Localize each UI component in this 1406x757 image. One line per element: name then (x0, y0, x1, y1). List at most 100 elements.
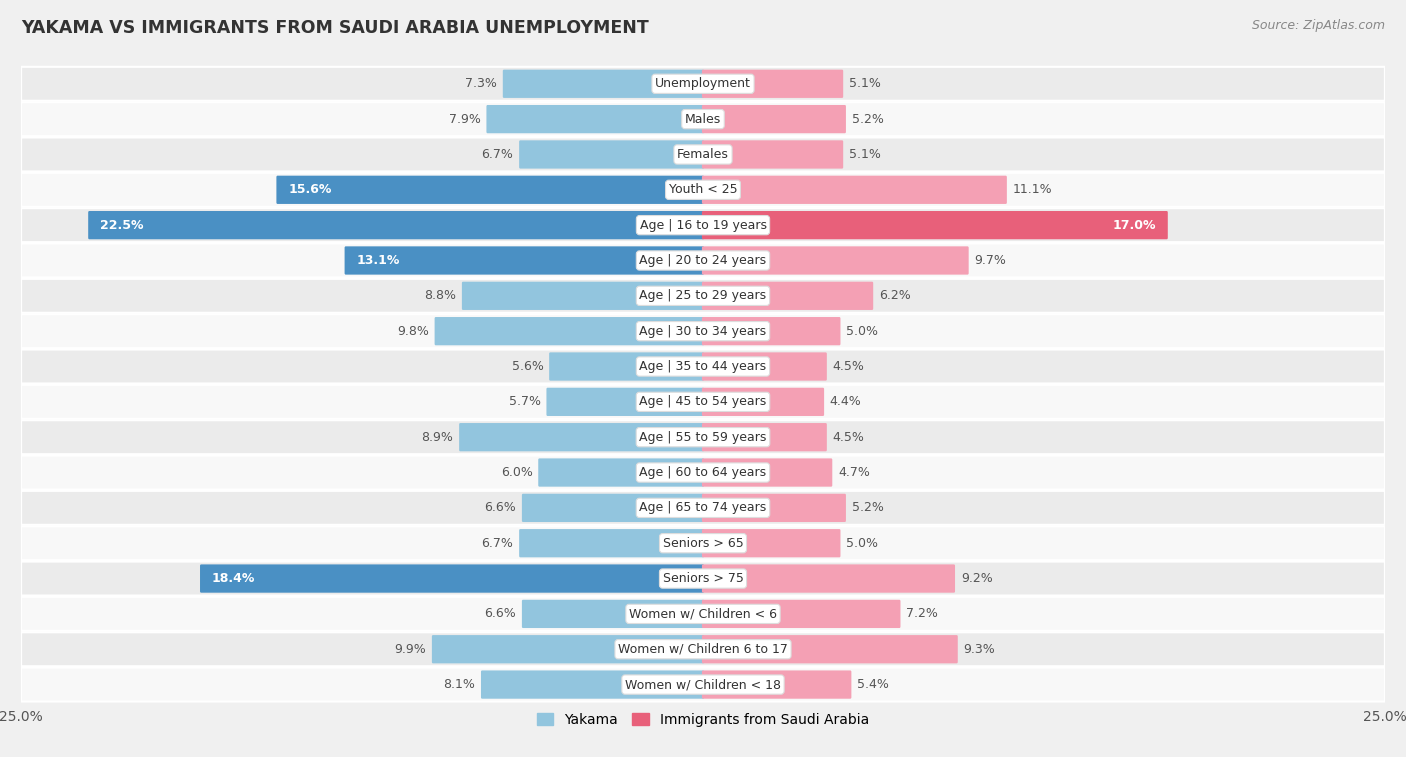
FancyBboxPatch shape (89, 211, 704, 239)
FancyBboxPatch shape (702, 282, 873, 310)
Text: 4.4%: 4.4% (830, 395, 862, 408)
FancyBboxPatch shape (702, 494, 846, 522)
Text: Females: Females (678, 148, 728, 161)
FancyBboxPatch shape (21, 668, 1385, 702)
FancyBboxPatch shape (21, 562, 1385, 596)
FancyBboxPatch shape (21, 385, 1385, 419)
FancyBboxPatch shape (702, 176, 1007, 204)
Text: Age | 35 to 44 years: Age | 35 to 44 years (640, 360, 766, 373)
Text: 5.4%: 5.4% (858, 678, 889, 691)
FancyBboxPatch shape (702, 565, 955, 593)
FancyBboxPatch shape (21, 420, 1385, 454)
Text: 5.1%: 5.1% (849, 77, 880, 90)
Text: 6.2%: 6.2% (879, 289, 911, 302)
FancyBboxPatch shape (547, 388, 704, 416)
FancyBboxPatch shape (21, 102, 1385, 136)
FancyBboxPatch shape (21, 244, 1385, 278)
Text: Seniors > 75: Seniors > 75 (662, 572, 744, 585)
Text: Age | 25 to 29 years: Age | 25 to 29 years (640, 289, 766, 302)
FancyBboxPatch shape (522, 494, 704, 522)
Text: Age | 55 to 59 years: Age | 55 to 59 years (640, 431, 766, 444)
Text: Youth < 25: Youth < 25 (669, 183, 737, 196)
FancyBboxPatch shape (21, 526, 1385, 560)
Text: 6.0%: 6.0% (501, 466, 533, 479)
FancyBboxPatch shape (550, 352, 704, 381)
Text: Seniors > 65: Seniors > 65 (662, 537, 744, 550)
Text: Women w/ Children < 18: Women w/ Children < 18 (626, 678, 780, 691)
FancyBboxPatch shape (702, 70, 844, 98)
Text: 7.2%: 7.2% (907, 607, 938, 621)
FancyBboxPatch shape (21, 491, 1385, 525)
FancyBboxPatch shape (21, 138, 1385, 171)
FancyBboxPatch shape (481, 671, 704, 699)
FancyBboxPatch shape (200, 565, 704, 593)
Text: 18.4%: 18.4% (212, 572, 256, 585)
Text: 5.0%: 5.0% (846, 325, 879, 338)
FancyBboxPatch shape (702, 317, 841, 345)
Text: 5.2%: 5.2% (852, 501, 883, 514)
FancyBboxPatch shape (702, 211, 1168, 239)
FancyBboxPatch shape (702, 352, 827, 381)
FancyBboxPatch shape (21, 67, 1385, 101)
Text: Source: ZipAtlas.com: Source: ZipAtlas.com (1251, 19, 1385, 32)
Text: Age | 60 to 64 years: Age | 60 to 64 years (640, 466, 766, 479)
Text: Women w/ Children < 6: Women w/ Children < 6 (628, 607, 778, 621)
Text: 6.6%: 6.6% (485, 501, 516, 514)
Text: 5.2%: 5.2% (852, 113, 883, 126)
Text: Age | 30 to 34 years: Age | 30 to 34 years (640, 325, 766, 338)
Text: 6.7%: 6.7% (481, 148, 513, 161)
FancyBboxPatch shape (21, 208, 1385, 242)
FancyBboxPatch shape (503, 70, 704, 98)
Text: 6.7%: 6.7% (481, 537, 513, 550)
FancyBboxPatch shape (702, 246, 969, 275)
Text: 5.6%: 5.6% (512, 360, 544, 373)
Text: 13.1%: 13.1% (357, 254, 399, 267)
FancyBboxPatch shape (519, 140, 704, 169)
FancyBboxPatch shape (702, 105, 846, 133)
Text: Age | 65 to 74 years: Age | 65 to 74 years (640, 501, 766, 514)
Text: 7.3%: 7.3% (465, 77, 498, 90)
FancyBboxPatch shape (277, 176, 704, 204)
Text: 5.0%: 5.0% (846, 537, 879, 550)
Legend: Yakama, Immigrants from Saudi Arabia: Yakama, Immigrants from Saudi Arabia (531, 707, 875, 732)
Text: 4.5%: 4.5% (832, 360, 865, 373)
Text: Age | 45 to 54 years: Age | 45 to 54 years (640, 395, 766, 408)
FancyBboxPatch shape (702, 423, 827, 451)
FancyBboxPatch shape (21, 279, 1385, 313)
FancyBboxPatch shape (702, 140, 844, 169)
FancyBboxPatch shape (538, 459, 704, 487)
Text: 15.6%: 15.6% (288, 183, 332, 196)
Text: 11.1%: 11.1% (1012, 183, 1052, 196)
Text: Age | 20 to 24 years: Age | 20 to 24 years (640, 254, 766, 267)
Text: 9.2%: 9.2% (960, 572, 993, 585)
Text: 8.8%: 8.8% (425, 289, 456, 302)
FancyBboxPatch shape (21, 173, 1385, 207)
FancyBboxPatch shape (522, 600, 704, 628)
FancyBboxPatch shape (702, 459, 832, 487)
Text: Age | 16 to 19 years: Age | 16 to 19 years (640, 219, 766, 232)
FancyBboxPatch shape (21, 314, 1385, 348)
Text: YAKAMA VS IMMIGRANTS FROM SAUDI ARABIA UNEMPLOYMENT: YAKAMA VS IMMIGRANTS FROM SAUDI ARABIA U… (21, 19, 648, 37)
Text: 9.3%: 9.3% (963, 643, 995, 656)
FancyBboxPatch shape (432, 635, 704, 663)
FancyBboxPatch shape (486, 105, 704, 133)
Text: 8.9%: 8.9% (422, 431, 453, 444)
FancyBboxPatch shape (463, 282, 704, 310)
FancyBboxPatch shape (702, 671, 852, 699)
Text: Women w/ Children 6 to 17: Women w/ Children 6 to 17 (619, 643, 787, 656)
Text: 9.7%: 9.7% (974, 254, 1007, 267)
FancyBboxPatch shape (21, 350, 1385, 384)
Text: 9.8%: 9.8% (396, 325, 429, 338)
Text: Unemployment: Unemployment (655, 77, 751, 90)
Text: 6.6%: 6.6% (485, 607, 516, 621)
FancyBboxPatch shape (434, 317, 704, 345)
FancyBboxPatch shape (702, 635, 957, 663)
FancyBboxPatch shape (460, 423, 704, 451)
FancyBboxPatch shape (21, 597, 1385, 631)
FancyBboxPatch shape (702, 388, 824, 416)
Text: 5.1%: 5.1% (849, 148, 880, 161)
Text: 7.9%: 7.9% (449, 113, 481, 126)
Text: 4.5%: 4.5% (832, 431, 865, 444)
FancyBboxPatch shape (702, 529, 841, 557)
FancyBboxPatch shape (344, 246, 704, 275)
